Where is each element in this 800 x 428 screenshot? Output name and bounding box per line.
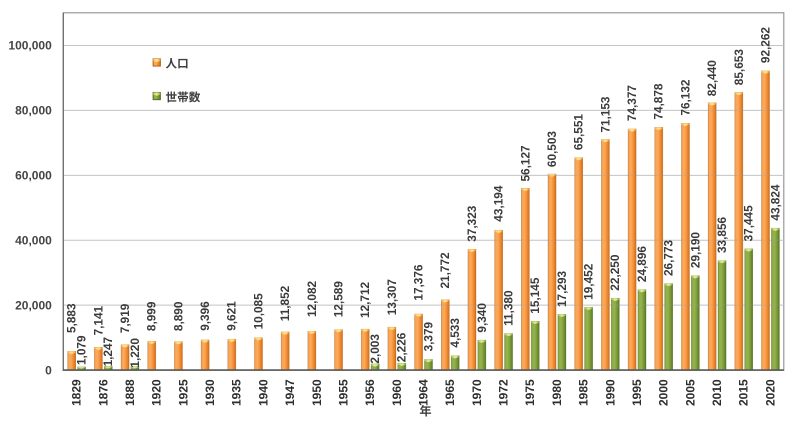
svg-text:2005: 2005: [683, 379, 697, 406]
svg-text:1975: 1975: [523, 379, 537, 406]
svg-text:22,250: 22,250: [608, 254, 622, 291]
svg-text:1920: 1920: [150, 379, 164, 406]
svg-text:1985: 1985: [577, 379, 591, 406]
svg-text:24,896: 24,896: [635, 246, 649, 283]
svg-text:29,190: 29,190: [688, 232, 702, 269]
svg-text:1950: 1950: [310, 379, 324, 406]
svg-text:2015: 2015: [737, 379, 751, 406]
svg-text:37,445: 37,445: [742, 205, 756, 242]
svg-text:8,890: 8,890: [171, 301, 185, 331]
svg-text:1970: 1970: [470, 379, 484, 406]
svg-text:1947: 1947: [283, 379, 297, 406]
svg-text:33,856: 33,856: [715, 216, 729, 253]
svg-text:2000: 2000: [657, 379, 671, 406]
svg-text:2010: 2010: [710, 379, 724, 406]
svg-text:1956: 1956: [363, 379, 377, 406]
svg-text:80,000: 80,000: [15, 104, 52, 118]
svg-text:43,824: 43,824: [768, 184, 782, 221]
svg-text:11,852: 11,852: [278, 285, 292, 321]
svg-text:26,773: 26,773: [662, 239, 676, 276]
svg-text:1935: 1935: [230, 379, 244, 406]
svg-text:92,262: 92,262: [758, 27, 772, 64]
svg-text:1960: 1960: [390, 379, 404, 406]
svg-text:12,589: 12,589: [331, 281, 345, 318]
svg-text:17,376: 17,376: [412, 264, 426, 301]
svg-text:1888: 1888: [123, 379, 137, 406]
svg-text:56,127: 56,127: [518, 145, 532, 182]
svg-text:71,153: 71,153: [598, 96, 612, 133]
svg-text:37,323: 37,323: [465, 205, 479, 242]
svg-text:20,000: 20,000: [15, 298, 52, 312]
svg-text:43,194: 43,194: [492, 185, 506, 222]
svg-text:7,141: 7,141: [91, 305, 105, 335]
svg-text:82,440: 82,440: [705, 60, 719, 97]
svg-text:1876: 1876: [96, 379, 110, 406]
svg-text:0: 0: [45, 363, 52, 377]
svg-text:85,653: 85,653: [732, 49, 746, 86]
svg-text:1972: 1972: [497, 379, 511, 406]
svg-text:1955: 1955: [336, 379, 350, 406]
svg-text:21,772: 21,772: [438, 252, 452, 289]
svg-text:1964: 1964: [417, 379, 431, 406]
svg-text:10,085: 10,085: [251, 293, 265, 330]
svg-text:1925: 1925: [176, 379, 190, 406]
svg-text:100,000: 100,000: [8, 39, 52, 53]
svg-text:1,247: 1,247: [101, 336, 115, 366]
svg-text:76,132: 76,132: [678, 79, 692, 116]
svg-text:60,000: 60,000: [15, 169, 52, 183]
svg-text:74,377: 74,377: [625, 85, 639, 122]
svg-text:12,712: 12,712: [358, 281, 372, 318]
svg-text:1,079: 1,079: [75, 335, 89, 365]
svg-text:5,883: 5,883: [65, 303, 79, 333]
svg-text:60,503: 60,503: [545, 131, 559, 168]
svg-text:1940: 1940: [256, 379, 270, 406]
svg-text:74,878: 74,878: [652, 83, 666, 120]
svg-text:9,396: 9,396: [198, 301, 212, 331]
svg-text:3,379: 3,379: [421, 321, 435, 351]
svg-text:1980: 1980: [550, 379, 564, 406]
svg-text:1995: 1995: [630, 379, 644, 406]
svg-text:7,919: 7,919: [118, 303, 132, 333]
svg-text:1990: 1990: [603, 379, 617, 406]
svg-text:17,293: 17,293: [555, 270, 569, 307]
svg-text:40,000: 40,000: [15, 233, 52, 247]
svg-text:8,999: 8,999: [145, 301, 159, 331]
svg-text:1829: 1829: [70, 379, 84, 406]
svg-text:15,145: 15,145: [528, 277, 542, 314]
svg-text:4,533: 4,533: [448, 318, 462, 348]
svg-text:2,226: 2,226: [395, 332, 409, 362]
svg-text:19,452: 19,452: [582, 263, 596, 300]
svg-text:2,003: 2,003: [368, 334, 382, 364]
svg-text:11,380: 11,380: [502, 290, 516, 326]
svg-text:65,551: 65,551: [572, 114, 586, 151]
svg-text:9,621: 9,621: [225, 301, 239, 331]
svg-text:1930: 1930: [203, 379, 217, 406]
svg-text:12,082: 12,082: [305, 280, 319, 317]
svg-text:13,307: 13,307: [385, 279, 399, 316]
svg-text:9,340: 9,340: [475, 303, 489, 333]
svg-text:1965: 1965: [443, 379, 457, 406]
svg-text:1,220: 1,220: [128, 338, 142, 368]
svg-text:2020: 2020: [763, 379, 777, 406]
